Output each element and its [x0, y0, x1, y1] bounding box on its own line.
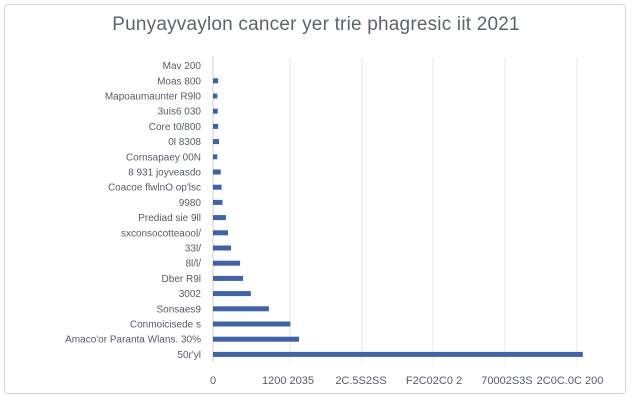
- x-tick-label: F2C02C0 2: [406, 375, 462, 387]
- x-tick-label: 2C.5S2SS: [335, 375, 386, 387]
- category-label: Prediad sie 9ll: [138, 213, 201, 224]
- bar: [213, 260, 241, 266]
- category-label: Core t0/800: [149, 122, 202, 133]
- category-label: Sonsaes9: [157, 304, 202, 315]
- chart-frame: [4, 4, 626, 394]
- category-label: Dber R9l: [162, 274, 201, 285]
- bar: [213, 291, 251, 297]
- bar: [213, 230, 229, 236]
- category-label: Mav 200: [163, 61, 202, 72]
- chart-title: Punyayvaylon cancer yer trie phagresic i…: [112, 14, 520, 35]
- category-label: Conmoicisede s: [130, 320, 201, 331]
- bar: [213, 123, 219, 129]
- bar: [213, 184, 222, 190]
- category-label: sxconsocotteaool/: [121, 228, 201, 239]
- category-label: 0l 8308: [168, 137, 201, 148]
- bar: [213, 93, 218, 99]
- x-tick-label: 0: [210, 375, 216, 387]
- category-label: Mapoaumaunter R9l0: [105, 92, 202, 103]
- bar: [213, 275, 244, 281]
- category-label: Coacoe flwlnO op'lsc: [108, 183, 201, 194]
- category-label: 3uis6 030: [158, 107, 202, 118]
- bar: [213, 154, 218, 160]
- bar: [213, 245, 232, 251]
- x-tick-label: 2C0C.0C 200: [537, 375, 604, 387]
- bar: [213, 336, 299, 342]
- x-tick-label: 1200 2035: [262, 375, 314, 387]
- category-label: Amaco'or Paranta Wlans. 30%: [65, 335, 201, 346]
- bar: [213, 139, 220, 145]
- category-label: 8 931 joyveasdo: [128, 168, 201, 179]
- x-tick-label: 70002S3S: [481, 375, 532, 387]
- bar: [213, 215, 226, 221]
- category-label: 3002: [179, 289, 202, 300]
- category-label: Moas 800: [157, 76, 201, 87]
- bar: [213, 169, 221, 175]
- category-label: 8l/l/: [185, 259, 201, 270]
- bar: [213, 306, 269, 312]
- category-label: 33l/: [185, 244, 201, 255]
- category-label: 50r'yl: [177, 350, 201, 361]
- category-label: 9980: [179, 198, 202, 209]
- bar: [213, 351, 583, 357]
- bar: [213, 78, 219, 84]
- category-label: Cornsapaey 00N: [126, 152, 201, 163]
- bar: [213, 199, 223, 205]
- bar: [213, 108, 218, 114]
- bar: [213, 321, 291, 327]
